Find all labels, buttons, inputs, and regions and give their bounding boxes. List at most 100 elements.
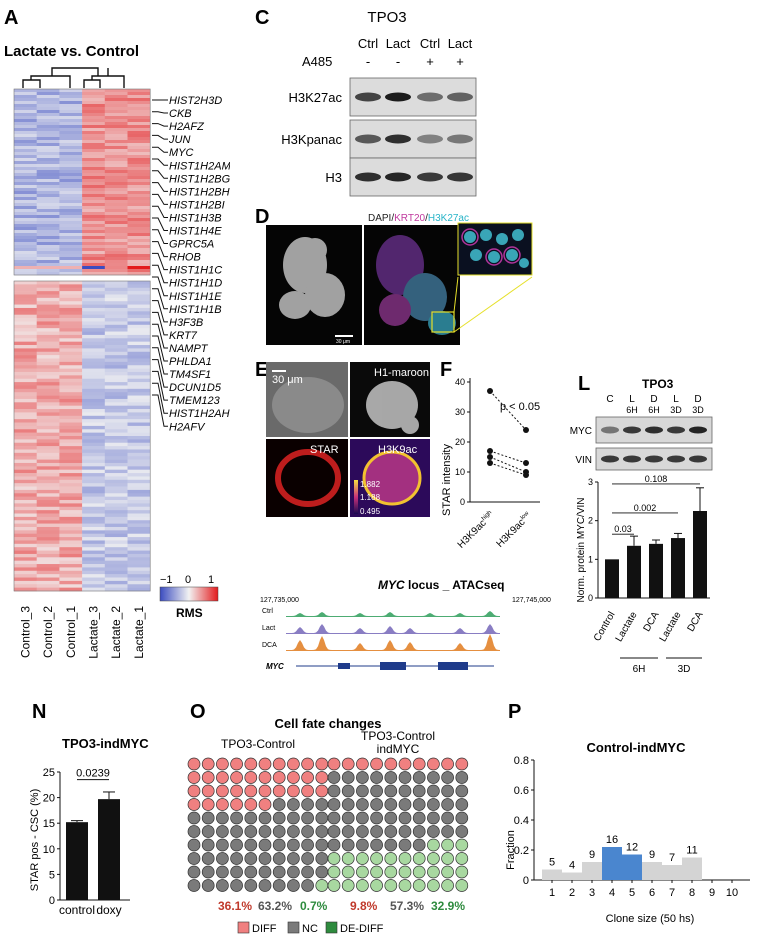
o-cell-dot	[201, 879, 215, 892]
heatmap-cell	[104, 493, 128, 497]
heatmap-cell	[82, 351, 106, 356]
heatmap-cell	[14, 221, 37, 225]
heatmap-cell	[36, 331, 60, 336]
heatmap-cell	[104, 358, 128, 363]
heatmap-cell	[14, 503, 37, 508]
heatmap-cell	[104, 173, 128, 177]
f-pair-line	[489, 462, 527, 476]
o-title: Cell fate changes	[275, 716, 382, 731]
heatmap-cell	[104, 483, 128, 487]
heatmap-cell	[82, 185, 106, 189]
heatmap-cell	[14, 194, 37, 198]
heatmap-cell	[104, 537, 128, 541]
heatmap-cell	[14, 107, 37, 111]
heatmap-cell	[14, 560, 37, 565]
o-group2-title-1: TPO3-Control	[361, 729, 435, 743]
heatmap-cell	[14, 245, 37, 249]
o-cell-dot	[341, 852, 355, 865]
heatmap-cell	[14, 236, 37, 240]
o-cell-dot	[301, 771, 314, 784]
heatmap-cell	[82, 334, 106, 339]
heatmap-cell	[36, 584, 60, 588]
heatmap-cell	[104, 425, 128, 430]
heatmap-cell	[14, 167, 37, 171]
blot-band	[417, 92, 443, 102]
o-cell-dot	[216, 784, 229, 798]
heatmap-cell	[104, 523, 128, 528]
o-cell-dot	[244, 852, 258, 865]
heatmap-cell	[59, 479, 83, 484]
heatmap-cell	[82, 260, 106, 264]
heatmap-cell	[104, 287, 128, 292]
heatmap-cell	[82, 436, 106, 440]
n-ytick: 10	[43, 844, 55, 856]
p-bar	[682, 857, 702, 880]
p-ytick: 0.8	[514, 755, 529, 767]
heatmap-cell	[59, 526, 83, 531]
heatmap-cell	[104, 185, 128, 189]
o-cell-dot	[244, 838, 258, 852]
heatmap-cell	[104, 489, 128, 494]
blot-band	[355, 172, 381, 182]
heatmap-cell	[104, 361, 128, 366]
o-cell-dot	[287, 838, 300, 852]
heatmap-cell	[127, 429, 151, 433]
label-h3k9ac: H3K9ac	[378, 444, 418, 456]
o-cell-dot	[201, 784, 215, 798]
heatmap-cell	[104, 119, 128, 123]
o-cell-dot	[287, 784, 300, 798]
o-cell-dot	[230, 825, 243, 838]
heatmap-cell	[82, 523, 106, 528]
heatmap-cell	[104, 429, 128, 433]
heatmap-cell	[14, 345, 37, 349]
heatmap-cell	[82, 385, 106, 390]
heatmap-cell	[36, 146, 60, 150]
o-cell-dot	[244, 825, 258, 838]
heatmap-cell	[127, 143, 151, 147]
heatmap-cell	[14, 523, 37, 528]
o-cell-dot	[341, 838, 355, 852]
heatmap-cell	[14, 203, 37, 207]
heatmap-cell	[14, 382, 37, 386]
heatmap-cell	[14, 188, 37, 192]
o-cell-dot	[301, 811, 314, 825]
o-cell-dot	[427, 838, 440, 852]
heatmap-cell	[104, 254, 128, 258]
heatmap-cell	[14, 516, 37, 521]
heatmap-cell	[36, 526, 60, 531]
heatmap-cell	[82, 221, 106, 225]
heatmap-cell	[82, 173, 106, 177]
heatmap-cell	[104, 110, 128, 114]
heatmap-cell	[59, 287, 83, 292]
heatmap-cell	[82, 128, 106, 132]
heatmap-cell	[127, 272, 151, 276]
heatmap-cell	[36, 167, 60, 171]
heatmap-cell	[82, 412, 106, 417]
heatmap-cell	[59, 152, 83, 156]
blot-label: H3K27ac	[289, 90, 343, 105]
heatmap-cell	[36, 188, 60, 192]
heatmap-cell	[14, 248, 37, 252]
heatmap-cell	[82, 294, 106, 299]
panel-o: O Cell fate changes TPO3-Control TPO3-Co…	[178, 700, 498, 940]
heatmap-cell	[104, 442, 128, 447]
heatmap-cell	[127, 206, 151, 210]
heatmap-cell	[104, 533, 128, 538]
heatmap-cell	[82, 530, 106, 535]
heatmap-cell	[14, 587, 37, 592]
heatmap-cell	[82, 341, 106, 346]
heatmap-cell	[104, 473, 128, 477]
heatmap-cell	[36, 230, 60, 234]
o-cell-dot	[441, 865, 454, 879]
f-ytick: 40	[455, 377, 465, 387]
heatmap-cell	[36, 439, 60, 444]
p-bar-label: 12	[626, 842, 638, 854]
heatmap-cell	[36, 368, 60, 373]
sample-label: Lactate_2	[109, 606, 123, 659]
o-cell-dot	[201, 771, 215, 784]
heatmap-cell	[14, 287, 37, 292]
heatmap-cell	[14, 510, 37, 514]
heatmap-cell	[82, 331, 106, 336]
intensity-low: 0.495	[360, 507, 381, 516]
heatmap-cell	[14, 530, 37, 535]
